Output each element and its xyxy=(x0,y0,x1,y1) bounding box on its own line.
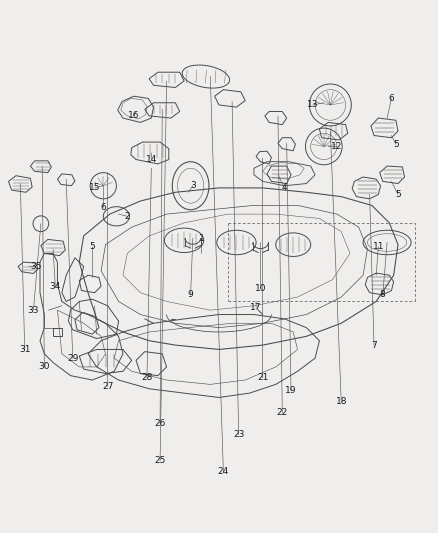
Text: 24: 24 xyxy=(218,467,229,476)
Text: 6: 6 xyxy=(389,94,394,103)
Text: 4: 4 xyxy=(282,183,287,192)
Text: 25: 25 xyxy=(154,456,166,465)
Text: 5: 5 xyxy=(89,243,95,252)
Text: 6: 6 xyxy=(100,203,106,212)
Text: 14: 14 xyxy=(146,155,157,164)
Text: 27: 27 xyxy=(102,382,113,391)
Text: 34: 34 xyxy=(49,281,61,290)
Text: 23: 23 xyxy=(233,430,244,439)
Text: 30: 30 xyxy=(39,362,50,372)
Text: 29: 29 xyxy=(67,354,78,362)
Text: 16: 16 xyxy=(128,111,140,120)
Text: 7: 7 xyxy=(371,341,377,350)
Text: 19: 19 xyxy=(285,386,297,395)
Text: 18: 18 xyxy=(336,397,347,406)
Text: 17: 17 xyxy=(251,303,262,312)
Text: 21: 21 xyxy=(257,373,268,382)
Text: 28: 28 xyxy=(141,373,153,382)
Text: 10: 10 xyxy=(255,284,266,293)
Text: 12: 12 xyxy=(331,142,343,151)
Text: 26: 26 xyxy=(154,419,166,428)
Text: 13: 13 xyxy=(307,100,318,109)
Text: 31: 31 xyxy=(19,345,31,354)
Text: 5: 5 xyxy=(393,140,399,149)
Text: 8: 8 xyxy=(380,290,385,300)
Text: 33: 33 xyxy=(28,305,39,314)
Text: 2: 2 xyxy=(124,212,130,221)
Text: 3: 3 xyxy=(190,181,196,190)
Text: 35: 35 xyxy=(30,262,41,271)
Text: 22: 22 xyxy=(277,408,288,417)
Text: 1: 1 xyxy=(199,233,205,243)
Text: 15: 15 xyxy=(89,183,100,192)
Text: 5: 5 xyxy=(395,190,401,199)
Text: 9: 9 xyxy=(188,290,194,300)
Text: 11: 11 xyxy=(373,243,384,252)
